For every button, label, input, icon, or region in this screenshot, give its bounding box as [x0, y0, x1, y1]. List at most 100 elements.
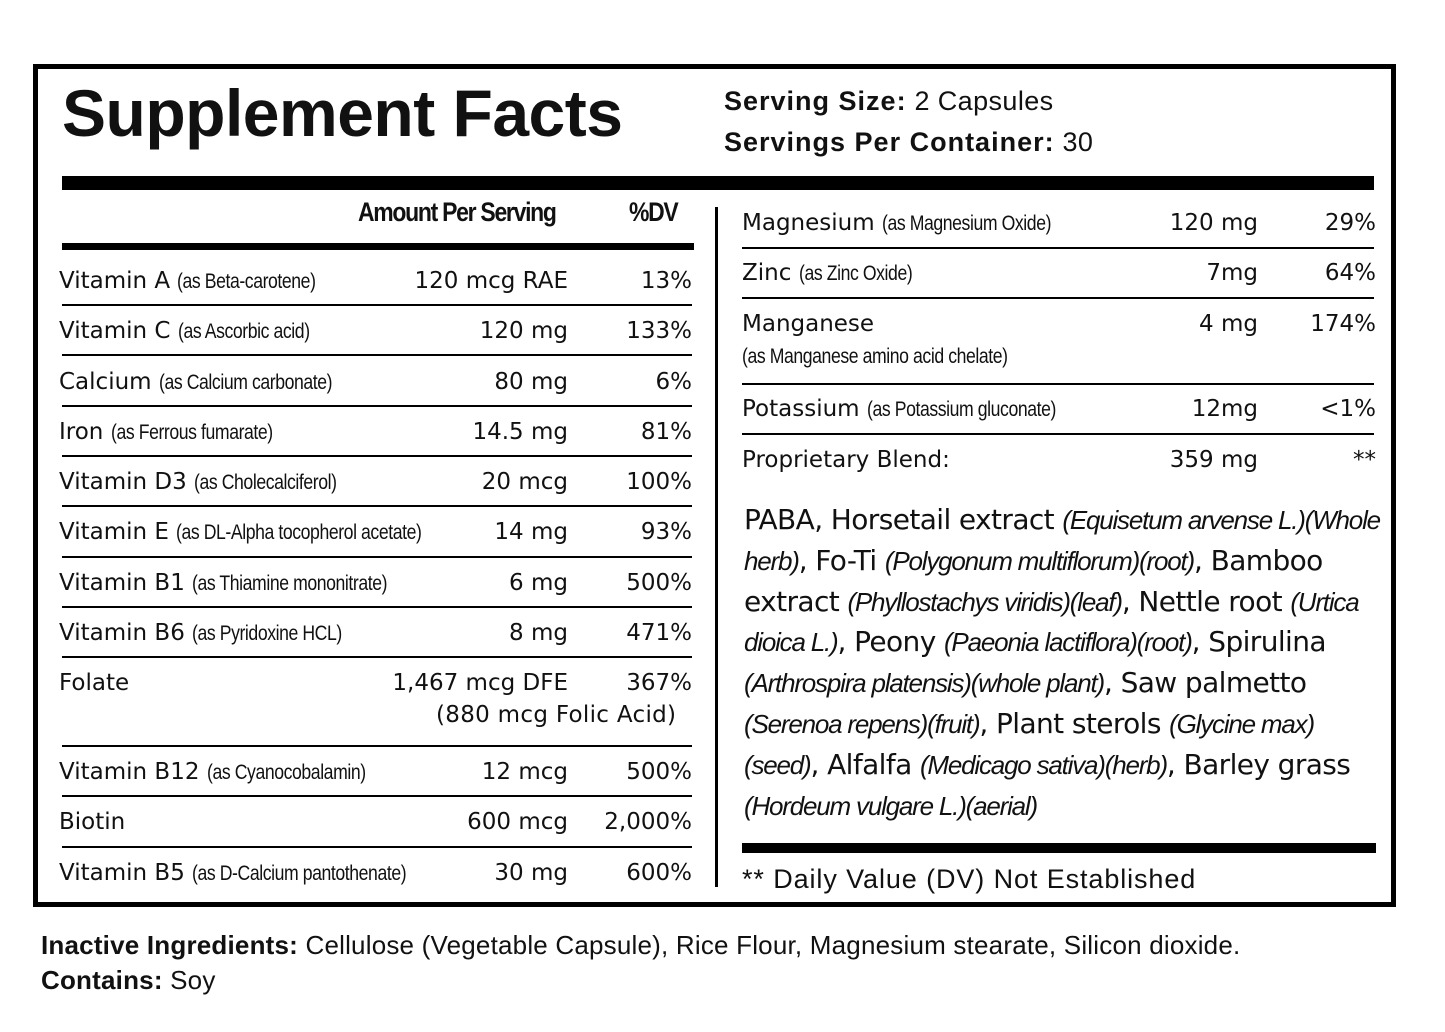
- blend-ingredient: , Nettle root: [1121, 584, 1291, 618]
- botanical-latin-name: (Arthrospira platensis)(whole plant): [744, 668, 1105, 699]
- nutrient-dv: 2,000%: [604, 809, 692, 835]
- nutrient-label: Potassium: [742, 396, 860, 422]
- blend-ingredient: , Saw palmetto: [1103, 666, 1307, 700]
- nutrient-name: Biotin: [59, 802, 125, 842]
- daily-value-footnote: ** Daily Value (DV) Not Established: [742, 864, 1197, 894]
- nutrient-amount: 30 mg: [494, 860, 568, 886]
- row-divider: [742, 297, 1374, 299]
- nutrient-amount: 12 mcg: [481, 759, 568, 785]
- nutrient-source: (as DL-Alpha tocopherol acetate): [176, 521, 422, 544]
- allergen-contains: Contains: Soy: [41, 965, 216, 996]
- nutrient-dv: 100%: [626, 469, 692, 495]
- nutrient-name: Magnesium (as Magnesium Oxide): [742, 203, 1083, 244]
- nutrient-label: Magnesium: [742, 210, 875, 236]
- row-divider: [62, 505, 692, 507]
- folate-folic-acid-note: (880 mcg Folic Acid): [436, 702, 677, 728]
- nutrient-name: Calcium (as Calcium carbonate): [59, 362, 365, 403]
- nutrient-name: Vitamin A (as Beta-carotene): [59, 261, 342, 302]
- nutrient-name: Vitamin B1 (as Thiamine mononitrate): [59, 563, 424, 604]
- servings-per-container-value: 30: [1062, 127, 1094, 157]
- nutrient-amount: 14 mg: [494, 519, 568, 545]
- row-divider: [742, 383, 1374, 385]
- nutrient-name: Vitamin E (as DL-Alpha tocopherol acetat…: [59, 512, 468, 553]
- botanical-latin-name: (Polygonum multiflorum)(root): [884, 545, 1195, 576]
- nutrient-label: Vitamin B6: [59, 620, 185, 646]
- nutrient-row: Vitamin E (as DL-Alpha tocopherol acetat…: [59, 512, 694, 552]
- nutrient-source: (as Calcium carbonate): [158, 371, 333, 394]
- column-header-divider: [62, 243, 694, 250]
- nutrient-amount: 6 mg: [509, 570, 568, 596]
- serving-size-label: Serving Size:: [724, 86, 907, 116]
- botanical-latin-name: (Medicago sativa)(herb): [919, 749, 1168, 780]
- nutrient-label: Zinc: [742, 260, 792, 286]
- nutrient-name: Iron (as Ferrous fumarate): [59, 412, 303, 453]
- proprietary-blend-ingredients: PABA, Horsetail extract (Equisetum arven…: [744, 500, 1384, 826]
- nutrient-amount: 80 mg: [494, 369, 568, 395]
- column-divider: [715, 207, 718, 887]
- nutrient-label: Iron: [59, 419, 104, 445]
- nutrient-row: Biotin 600 mcg 2,000%: [59, 802, 694, 842]
- nutrient-label: Proprietary Blend:: [742, 447, 950, 473]
- nutrient-dv: 13%: [640, 268, 692, 294]
- nutrient-amount: 8 mg: [509, 620, 568, 646]
- nutrient-dv: 367%: [626, 670, 692, 696]
- nutrient-label: Vitamin D3: [59, 469, 187, 495]
- row-divider: [62, 455, 692, 457]
- nutrient-dv: 93%: [640, 519, 692, 545]
- nutrient-dv: 29%: [1324, 210, 1376, 236]
- nutrient-name: Potassium (as Potassium gluconate): [742, 389, 1092, 430]
- nutrient-label: Vitamin B12: [59, 759, 200, 785]
- nutrient-dv: 500%: [626, 759, 692, 785]
- nutrient-label: Biotin: [59, 809, 126, 835]
- nutrient-dv: 600%: [626, 860, 692, 886]
- nutrient-amount: 14.5 mg: [472, 419, 568, 445]
- manganese-source: (as Manganese amino acid chelate): [742, 345, 1008, 368]
- nutrient-name: Vitamin B12 (as Cyanocobalamin): [59, 752, 396, 793]
- nutrient-label: Vitamin B5: [59, 860, 185, 886]
- row-divider: [62, 556, 692, 558]
- supplement-facts-panel: [33, 64, 1396, 907]
- nutrient-row: Vitamin A (as Beta-carotene) 120 mcg RAE 1…: [59, 261, 694, 301]
- servings-per-container-label: Servings Per Container:: [724, 127, 1055, 157]
- nutrient-row: Vitamin D3 (as Cholecalciferol) 20 mcg 100…: [59, 462, 694, 502]
- nutrient-source: (as Ascorbic acid): [177, 320, 310, 343]
- blend-ingredient: , Barley grass: [1166, 747, 1351, 781]
- nutrient-amount: 359 mg: [1169, 447, 1258, 473]
- inactive-ingredients-value: Cellulose (Vegetable Capsule), Rice Flou…: [298, 930, 1241, 960]
- blend-ingredient: , Plant sterols: [979, 706, 1170, 740]
- nutrient-source: (as Cyanocobalamin): [206, 761, 366, 784]
- nutrient-source: (as Pyridoxine HCL): [192, 622, 343, 645]
- nutrient-row: Vitamin B12 (as Cyanocobalamin) 12 mcg 500…: [59, 752, 694, 792]
- blend-ingredient: , Fo-Ti: [798, 543, 885, 577]
- row-divider: [62, 354, 692, 356]
- blend-divider: [742, 843, 1376, 853]
- inactive-ingredients: Inactive Ingredients: Cellulose (Vegetab…: [41, 930, 1240, 961]
- nutrient-row: Zinc (as Zinc Oxide) 7mg 64%: [742, 253, 1376, 293]
- serving-size: Serving Size: 2 Capsules: [724, 88, 1054, 115]
- nutrient-row: Magnesium (as Magnesium Oxide) 120 mg 29%: [742, 203, 1376, 243]
- nutrient-name: Vitamin B6 (as Pyridoxine HCL): [59, 613, 371, 654]
- row-divider: [62, 656, 692, 658]
- blend-ingredient: PABA, Horsetail extract: [744, 503, 1063, 536]
- nutrient-label: Manganese: [742, 311, 875, 337]
- amount-per-serving-header: Amount Per Serving: [358, 197, 557, 227]
- nutrient-label: Vitamin A: [59, 268, 171, 294]
- nutrient-row: Potassium (as Potassium gluconate) 12mg <1…: [742, 389, 1376, 429]
- nutrient-amount: 120 mg: [1169, 210, 1258, 236]
- nutrient-name: Vitamin D3 (as Cholecalciferol): [59, 462, 364, 503]
- inactive-ingredients-label: Inactive Ingredients:: [41, 930, 299, 960]
- nutrient-row: Calcium (as Calcium carbonate) 80 mg 6%: [59, 362, 694, 402]
- nutrient-name: Vitamin B5 (as D-Calcium pantothenate): [59, 853, 447, 894]
- botanical-latin-name: (Urtica dioica L.): [744, 586, 1360, 658]
- nutrient-dv: **: [1353, 447, 1376, 473]
- nutrient-source: (as Thiamine mononitrate): [192, 572, 388, 595]
- nutrient-dv: 174%: [1310, 311, 1376, 337]
- row-divider: [62, 304, 692, 306]
- nutrient-label: Folate: [59, 670, 130, 696]
- row-divider: [742, 433, 1374, 435]
- nutrient-label: Calcium: [59, 369, 152, 395]
- blend-ingredient: , Spirulina: [1191, 625, 1327, 659]
- botanical-latin-name: (Equisetum arvense L.)(Whole herb): [744, 505, 1381, 576]
- nutrient-dv: <1%: [1320, 396, 1376, 422]
- row-divider: [62, 846, 692, 848]
